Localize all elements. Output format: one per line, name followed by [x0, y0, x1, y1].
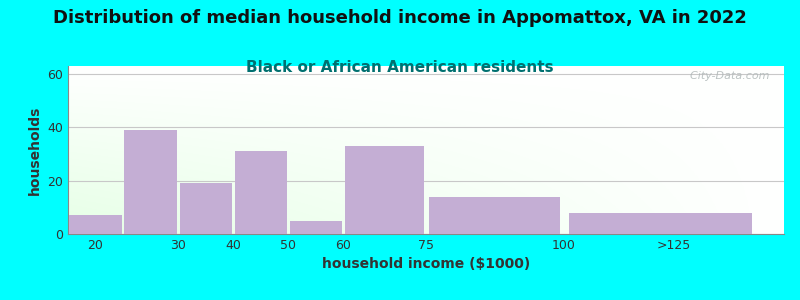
Text: Distribution of median household income in Appomattox, VA in 2022: Distribution of median household income …: [53, 9, 747, 27]
Bar: [290, 221, 342, 234]
Y-axis label: households: households: [28, 105, 42, 195]
Bar: [569, 213, 752, 234]
Text: City-Data.com: City-Data.com: [683, 71, 770, 81]
Bar: [430, 197, 560, 234]
Bar: [234, 151, 287, 234]
Bar: [70, 215, 122, 234]
Bar: [179, 183, 232, 234]
Bar: [125, 130, 177, 234]
Text: Black or African American residents: Black or African American residents: [246, 60, 554, 75]
Bar: [346, 146, 424, 234]
X-axis label: household income ($1000): household income ($1000): [322, 257, 530, 272]
